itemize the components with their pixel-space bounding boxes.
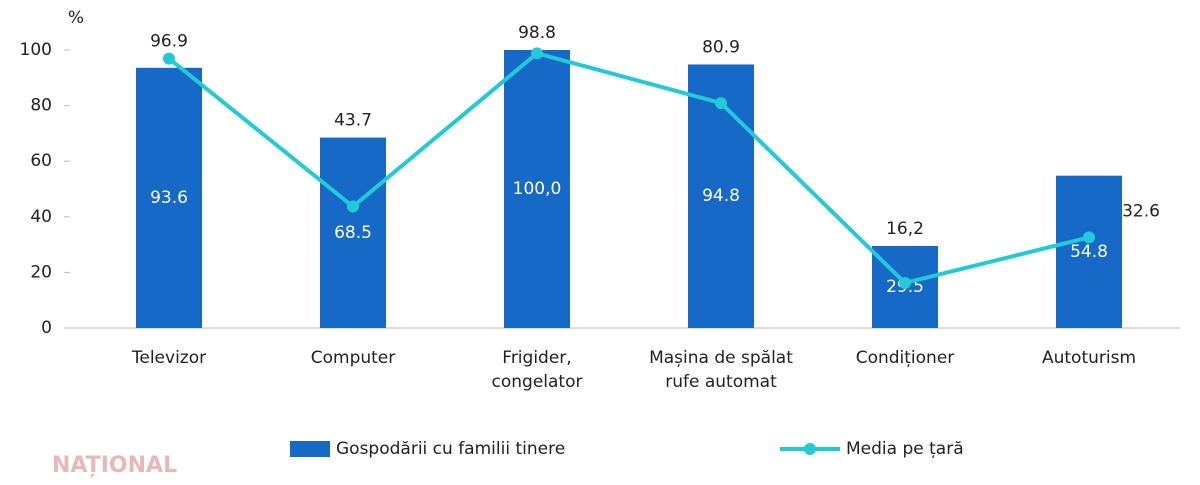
legend-swatch [804, 443, 816, 455]
bar-value-label: 68.5 [334, 223, 372, 243]
y-tick-label: 40 [30, 207, 52, 227]
bar [136, 67, 202, 329]
y-tick-label: 100 [20, 40, 52, 60]
x-tick-label: Autoturism [1042, 348, 1136, 368]
legend-swatch [290, 441, 330, 457]
line-value-label: 32.6 [1122, 201, 1160, 221]
y-tick-label: 20 [30, 262, 52, 282]
x-tick-label: rufe automat [665, 372, 777, 392]
y-tick-label: 60 [30, 151, 52, 171]
line-point [899, 276, 911, 289]
bar [1056, 175, 1122, 328]
line-point [347, 200, 359, 213]
watermark: NAȚIONAL [52, 453, 177, 478]
line-value-label: 16,2 [886, 219, 924, 239]
line-value-label: 98.8 [518, 23, 556, 43]
y-tick-label: 0 [41, 318, 52, 338]
y-tick-label: 80 [30, 96, 52, 116]
x-tick-label: Frigider, [502, 348, 571, 368]
x-tick-label: Computer [311, 348, 396, 368]
bar [504, 50, 570, 328]
x-tick-label: Condiționer [856, 348, 955, 368]
line-point [715, 97, 727, 110]
y-unit: % [68, 8, 84, 28]
bar-value-label: 94.8 [702, 186, 740, 206]
line-value-label: 96.9 [150, 32, 188, 52]
x-tick-label: Mașina de spălat [649, 348, 793, 368]
x-tick-label: Televizor [131, 348, 206, 368]
line-point [1083, 231, 1095, 244]
line-point [163, 52, 175, 65]
line-value-label: 43.7 [334, 111, 372, 131]
bar-value-label: 54.8 [1070, 242, 1108, 262]
bar-value-label: 100,0 [513, 179, 562, 199]
bar-value-label: 93.6 [150, 188, 188, 208]
line-value-label: 80.9 [702, 37, 740, 57]
legend-label: Media pe țară [846, 439, 964, 459]
line-point [531, 47, 543, 60]
x-tick-label: congelator [492, 372, 583, 392]
line [167, 51, 1090, 286]
legend-label: Gospodării cu familii tinere [336, 439, 565, 459]
bar [320, 137, 386, 328]
